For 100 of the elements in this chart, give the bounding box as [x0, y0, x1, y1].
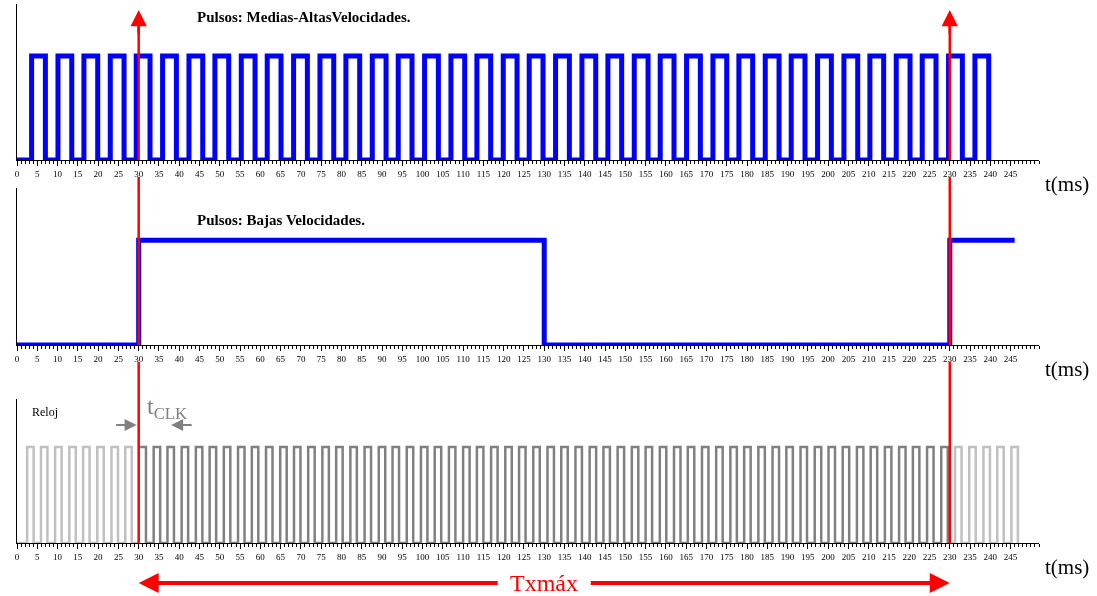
x-tick-label: 180 [740, 353, 755, 364]
x-tick-label: 90 [377, 353, 387, 364]
x-tick-label: 225 [922, 168, 937, 179]
x-tick-label: 160 [659, 168, 674, 179]
x-tick-label: 145 [598, 353, 613, 364]
x-tick-label: 170 [699, 353, 714, 364]
x-tick-label: 30 [134, 551, 144, 562]
x-tick-label: 95 [397, 168, 408, 179]
x-tick-label: 170 [699, 168, 714, 179]
x-tick-label: 160 [659, 353, 674, 364]
x-axis-title: t(ms) [1045, 357, 1090, 381]
x-tick-label: 75 [316, 168, 327, 179]
text: Txmáx [510, 570, 578, 596]
x-tick-label: 195 [801, 551, 816, 562]
x-tick-label: 50 [215, 353, 225, 364]
x-tick-label: 155 [638, 551, 653, 562]
x-tick-label: 95 [397, 551, 408, 562]
x-tick-label: 245 [1003, 168, 1018, 179]
x-tick-label: 60 [255, 551, 266, 562]
x-tick-label: 125 [517, 551, 532, 562]
x-tick-label: 120 [496, 551, 511, 562]
x-tick-label: 20 [93, 353, 104, 364]
x-tick-label: 150 [618, 353, 633, 364]
x-tick-label: 235 [963, 353, 978, 364]
x-tick-label: 220 [902, 168, 917, 179]
x-tick-label: 40 [174, 168, 185, 179]
x-tick-label: 120 [496, 168, 511, 179]
x-tick-label: 245 [1003, 353, 1018, 364]
x-tick-label: 165 [679, 353, 694, 364]
x-tick-label: 190 [780, 353, 795, 364]
x-tick-label: 85 [357, 353, 367, 364]
x-tick-label: 150 [618, 551, 633, 562]
x-tick-label: 240 [983, 168, 998, 179]
x-tick-label: 180 [740, 551, 755, 562]
x-tick-label: 200 [821, 168, 836, 179]
x-tick-label: 110 [456, 551, 471, 562]
x-tick-label: 190 [780, 168, 795, 179]
x-tick-label: 240 [983, 353, 998, 364]
x-tick-label: 10 [53, 551, 63, 562]
x-tick-label: 105 [436, 168, 451, 179]
x-tick-label: 195 [801, 168, 816, 179]
x-tick-label: 170 [699, 551, 714, 562]
x-tick-label: 80 [336, 551, 347, 562]
x-tick-label: 205 [841, 551, 856, 562]
x-tick-label: 175 [719, 168, 734, 179]
x-tick-label: 50 [215, 551, 225, 562]
x-tick-label: 25 [113, 353, 124, 364]
x-tick-label: 105 [436, 353, 451, 364]
x-tick-label: 10 [53, 168, 63, 179]
x-tick-label: 95 [397, 353, 408, 364]
x-tick-label: 240 [983, 551, 998, 562]
x-tick-label: 5 [35, 551, 41, 562]
x-tick-label: 5 [35, 168, 41, 179]
x-tick-label: 85 [357, 168, 367, 179]
x-tick-label: 245 [1003, 551, 1018, 562]
x-tick-label: 35 [154, 551, 164, 562]
x-tick-label: 55 [235, 353, 246, 364]
x-tick-label: 70 [296, 353, 306, 364]
chart-title: Pulsos: Bajas Velocidades. [197, 212, 366, 228]
x-tick-label: 150 [618, 168, 633, 179]
x-tick-label: 135 [557, 551, 572, 562]
x-tick-label: 35 [154, 168, 164, 179]
x-tick-label: 185 [760, 168, 775, 179]
x-tick-label: 140 [578, 168, 593, 179]
x-tick-label: 190 [780, 551, 795, 562]
x-tick-label: 220 [902, 551, 917, 562]
x-tick-label: 45 [195, 551, 205, 562]
x-tick-label: 110 [456, 168, 471, 179]
x-tick-label: 145 [598, 168, 613, 179]
x-tick-label: 140 [578, 551, 593, 562]
x-tick-label: 130 [537, 551, 552, 562]
x-tick-label: 75 [316, 551, 327, 562]
x-tick-label: 60 [255, 353, 266, 364]
x-tick-label: 0 [14, 168, 20, 179]
x-tick-label: 15 [73, 168, 83, 179]
x-tick-label: 5 [35, 353, 41, 364]
x-tick-label: 70 [296, 168, 306, 179]
x-tick-label: 200 [821, 353, 836, 364]
x-tick-label: 140 [578, 353, 593, 364]
x-tick-label: 185 [760, 551, 775, 562]
x-tick-label: 180 [740, 168, 755, 179]
x-tick-label: 185 [760, 353, 775, 364]
x-tick-label: 100 [415, 168, 430, 179]
x-tick-label: 90 [377, 168, 387, 179]
x-tick-label: 115 [476, 353, 491, 364]
x-tick-label: 55 [235, 551, 246, 562]
x-tick-label: 15 [73, 551, 83, 562]
x-tick-label: 200 [821, 551, 836, 562]
x-tick-label: 45 [195, 168, 205, 179]
x-tick-label: 210 [861, 551, 876, 562]
x-tick-label: 130 [537, 353, 552, 364]
x-tick-label: 215 [882, 353, 897, 364]
x-tick-label: 110 [456, 353, 471, 364]
x-tick-label: 0 [14, 551, 20, 562]
x-tick-label: 205 [841, 353, 856, 364]
x-tick-label: 10 [53, 353, 63, 364]
x-tick-label: 40 [174, 353, 185, 364]
x-tick-label: 155 [638, 168, 653, 179]
x-tick-label: 45 [195, 353, 205, 364]
x-tick-label: 100 [415, 551, 430, 562]
